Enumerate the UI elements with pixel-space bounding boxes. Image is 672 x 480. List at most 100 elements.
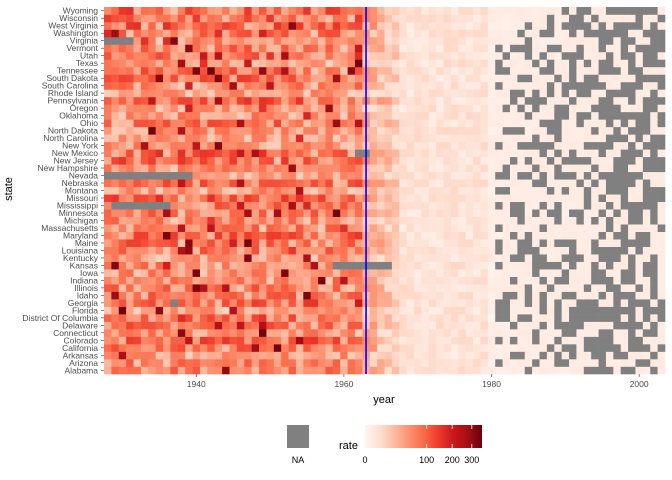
heatmap-cell [465, 89, 474, 98]
heatmap-cell [406, 291, 415, 300]
heatmap-cell [111, 276, 120, 285]
heatmap-cell [509, 314, 518, 322]
heatmap-cell [251, 164, 260, 173]
heatmap-cell [554, 216, 562, 225]
heatmap-cell [163, 269, 171, 277]
heatmap-cell [318, 156, 326, 165]
heatmap-cell [569, 246, 577, 255]
heatmap-cell [155, 224, 164, 232]
heatmap-cell [421, 344, 430, 352]
heatmap-cell [569, 231, 577, 240]
heatmap-cell [251, 329, 260, 337]
heatmap-cell [185, 224, 193, 232]
heatmap-cell [421, 149, 430, 158]
heatmap-cell [199, 261, 208, 270]
heatmap-cell [509, 351, 518, 360]
heatmap-cell [443, 284, 452, 292]
heatmap-cell [502, 209, 511, 218]
heatmap-cell [185, 29, 193, 38]
heatmap-cell [576, 321, 585, 330]
heatmap-cell [177, 194, 186, 203]
heatmap-cell [620, 104, 629, 113]
heatmap-cell [177, 186, 186, 195]
heatmap-cell [628, 51, 636, 60]
heatmap-cell [325, 261, 334, 270]
heatmap-cell [458, 351, 466, 360]
heatmap-cell [532, 111, 540, 120]
heatmap-cell [229, 254, 238, 262]
heatmap-cell [377, 261, 385, 270]
heatmap-cell [509, 51, 518, 60]
heatmap-cell [133, 111, 142, 120]
heatmap-cell [177, 74, 186, 83]
heatmap-cell [236, 29, 245, 38]
heatmap-cell [576, 306, 585, 315]
heatmap-cell [465, 51, 474, 60]
heatmap-cell [406, 119, 415, 128]
heatmap-cell [229, 269, 238, 277]
heatmap-cell [288, 261, 297, 270]
heatmap-cell [281, 284, 289, 292]
heatmap-cell [576, 246, 585, 255]
heatmap-cell [133, 231, 142, 240]
heatmap-cell [473, 104, 481, 113]
heatmap-cell [266, 284, 275, 292]
heatmap-cell [539, 66, 548, 75]
heatmap-cell [487, 164, 496, 173]
heatmap-cell [177, 344, 186, 352]
heatmap-cell [642, 171, 651, 180]
heatmap-cell [118, 66, 127, 75]
heatmap-cell [118, 224, 127, 232]
heatmap-cell [229, 104, 238, 113]
heatmap-cell [318, 329, 326, 337]
heatmap-cell [391, 299, 400, 307]
heatmap-cell [273, 329, 282, 337]
heatmap-cell [229, 89, 238, 98]
y-tick-label: New Hampshire [38, 163, 99, 173]
heatmap-cell [384, 51, 393, 60]
heatmap-cell [509, 299, 518, 307]
heatmap-cell [443, 156, 452, 165]
heatmap-cell [502, 44, 511, 53]
heatmap-cell [554, 351, 562, 360]
heatmap-cell [170, 29, 179, 38]
heatmap-cell [399, 119, 407, 128]
heatmap-cell [414, 164, 422, 173]
heatmap-cell [170, 126, 179, 135]
heatmap-cell [347, 254, 356, 262]
heatmap-cell [295, 156, 304, 165]
heatmap-cell [421, 336, 430, 345]
heatmap-cell [635, 291, 644, 300]
heatmap-cell [569, 89, 577, 98]
heatmap-cell [532, 329, 540, 337]
heatmap-cell [495, 209, 503, 218]
heatmap-cell [177, 239, 186, 247]
heatmap-cell [502, 321, 511, 330]
heatmap-cell [635, 314, 644, 322]
heatmap-cell [214, 51, 223, 60]
heatmap-cell [118, 96, 127, 105]
heatmap-cell [222, 239, 230, 247]
heatmap-cell [598, 314, 607, 322]
heatmap-cell [421, 36, 430, 45]
heatmap-cell [236, 14, 245, 23]
heatmap-cell [657, 186, 666, 195]
heatmap-cell [318, 276, 326, 285]
heatmap-cell [391, 44, 400, 53]
heatmap-cell [495, 141, 503, 150]
heatmap-cell [591, 36, 599, 45]
heatmap-cell [465, 7, 474, 15]
heatmap-cell [428, 261, 437, 270]
heatmap-cell [332, 284, 341, 292]
heatmap-cell [229, 29, 238, 38]
heatmap-cell [303, 36, 311, 45]
heatmap-cell [281, 66, 289, 75]
heatmap-cell [391, 59, 400, 68]
heatmap-cell [185, 276, 193, 285]
heatmap-cell [487, 149, 496, 158]
heatmap-cell [554, 269, 562, 277]
heatmap-cell [458, 231, 466, 240]
heatmap-cell [635, 149, 644, 158]
heatmap-cell [450, 306, 459, 315]
heatmap-cell [325, 321, 334, 330]
